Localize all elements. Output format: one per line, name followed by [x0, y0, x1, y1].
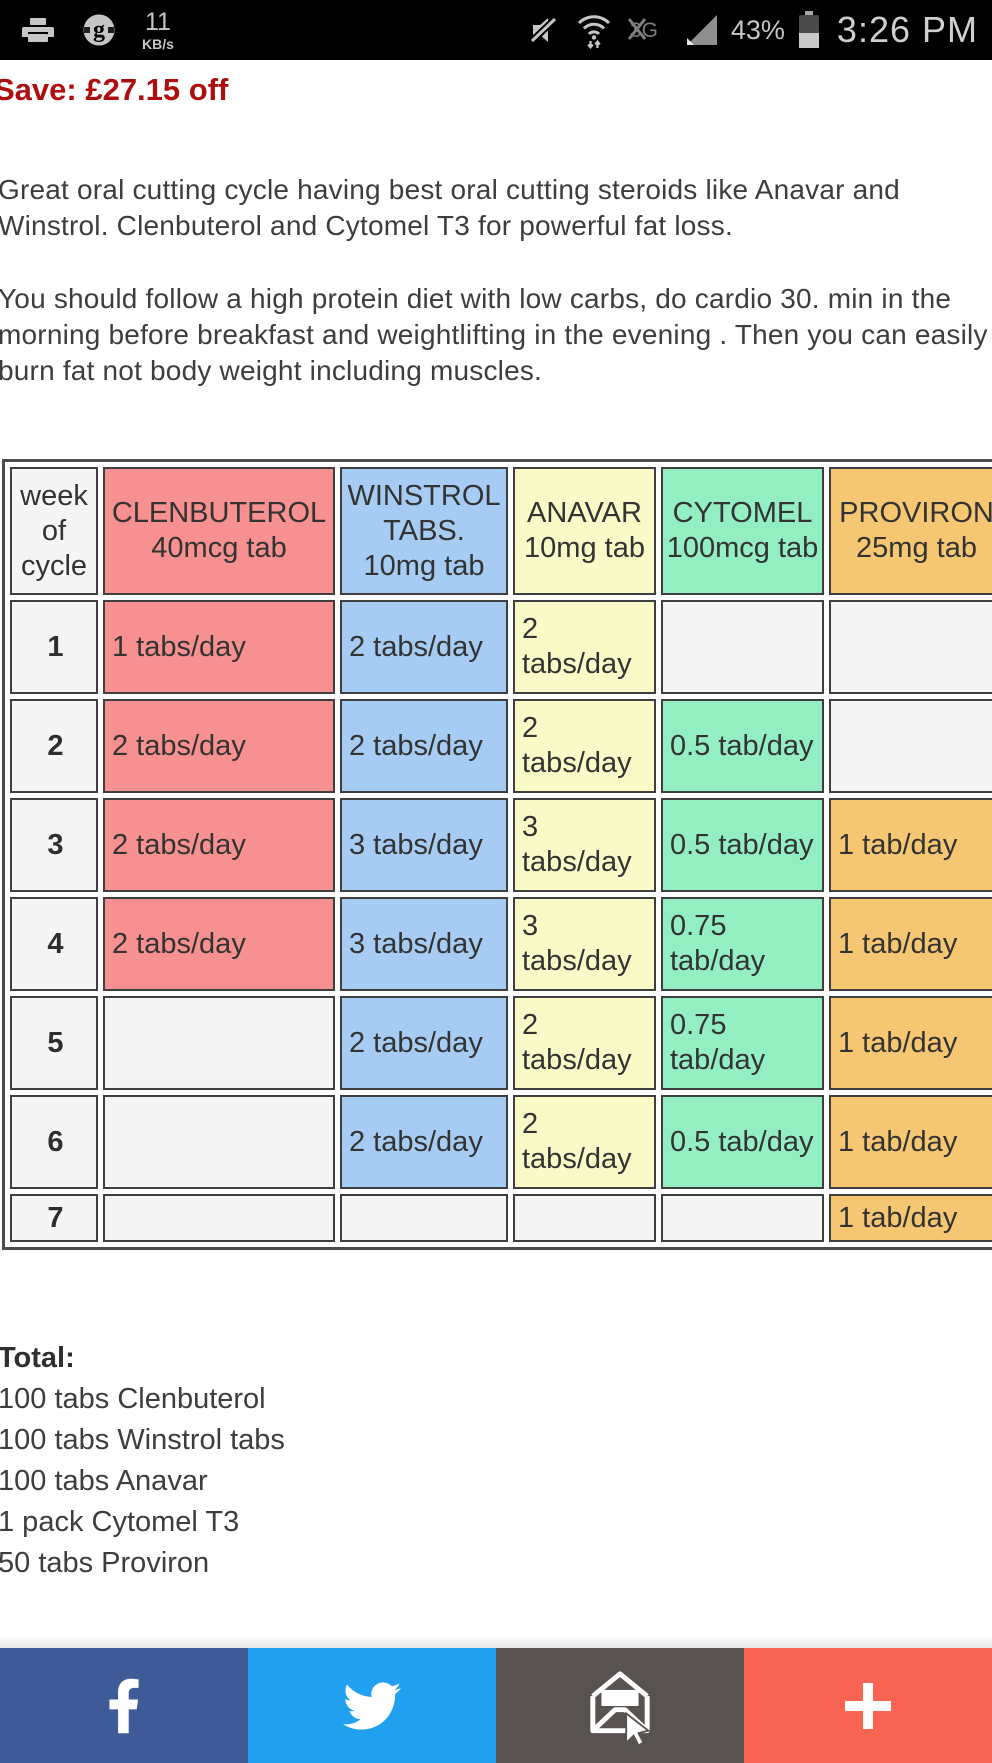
- totals-section: Total: 100 tabs Clenbuterol 100 tabs Wins…: [0, 1338, 992, 1584]
- dosage-cell: 0.5 tab/day: [661, 699, 824, 793]
- save-banner: Save: £27.15 off: [0, 72, 229, 107]
- dosage-cell: 2 tabs/day: [340, 600, 508, 694]
- dosage-cell: 1 tab/day: [829, 798, 992, 892]
- dosage-cell: [103, 1095, 335, 1189]
- dosage-cell: [661, 600, 824, 694]
- dosage-cell: 0.75 tab/day: [661, 996, 824, 1090]
- network-speed-indicator: 11 KB/s: [142, 7, 174, 52]
- facebook-icon: [109, 1678, 139, 1733]
- dosage-cell: 1 tab/day: [829, 1095, 992, 1189]
- page-content: Save: £27.15 off Great oral cutting cycl…: [0, 72, 992, 1584]
- dosage-cell: 2 tabs/day: [103, 897, 335, 991]
- dosage-cell: 1 tab/day: [829, 897, 992, 991]
- cycle-table-header-cell: CLENBUTEROL 40mcg tab: [103, 467, 335, 595]
- network-speed-value: 11: [144, 7, 171, 36]
- plus-icon: [845, 1682, 891, 1729]
- dosage-cell: 3 tabs/day: [340, 897, 508, 991]
- cycle-table-header-row: week of cycle CLENBUTEROL 40mcg tab WINSTR…: [10, 467, 992, 595]
- week-number-cell: 3: [10, 798, 98, 892]
- dosage-cell: [340, 1194, 508, 1242]
- dosage-cell: [829, 699, 992, 793]
- status-bar-right: 3G 43% 3:26 PM: [527, 9, 978, 51]
- dosage-cell: 3 tabs/day: [513, 798, 656, 892]
- volume-muted-icon: [529, 16, 558, 44]
- cellular-signal-icon: [686, 15, 717, 45]
- no-3g-icon: 3G: [627, 18, 658, 42]
- printer-icon: [22, 18, 54, 42]
- share-bar: [0, 1648, 992, 1763]
- cycle-table-header-cell: CYTOMEL 100mcg tab: [661, 467, 824, 595]
- share-more-button[interactable]: [744, 1648, 992, 1763]
- dosage-cell: 2 tabs/day: [513, 996, 656, 1090]
- dosage-cell: 0.5 tab/day: [661, 1095, 824, 1189]
- dosage-cell: [103, 996, 335, 1090]
- svg-text:g: g: [93, 17, 105, 43]
- cycle-table-row: 7 1 tab/day: [10, 1194, 992, 1242]
- dosage-cell: 0.5 tab/day: [661, 798, 824, 892]
- svg-text:3G: 3G: [630, 19, 658, 42]
- cycle-table-header-cell: PROVIRON 25mg tab: [829, 467, 992, 595]
- advice-paragraph: You should follow a high protein diet wi…: [0, 283, 988, 386]
- dosage-cell: 2 tabs/day: [340, 1095, 508, 1189]
- clock-label: 3:26 PM: [836, 9, 978, 50]
- dosage-cell: 2 tabs/day: [513, 699, 656, 793]
- cycle-table-header-cell: WINSTROL TABS. 10mg tab: [340, 467, 508, 595]
- dosage-cell: 2 tabs/day: [103, 798, 335, 892]
- week-number-cell: 4: [10, 897, 98, 991]
- totals-item: 100 tabs Clenbuterol: [0, 1383, 266, 1415]
- cycle-table-header-cell: week of cycle: [10, 467, 98, 595]
- totals-item: 50 tabs Proviron: [0, 1547, 210, 1579]
- battery-percent-label: 43%: [730, 14, 785, 45]
- email-icon: [590, 1670, 651, 1747]
- g-logo-notification-icon: g: [83, 14, 115, 46]
- dosage-cell: 2 tabs/day: [513, 1095, 656, 1189]
- cycle-table: week of cycle CLENBUTEROL 40mcg tab WINSTR…: [2, 459, 992, 1250]
- dosage-cell: 2 tabs/day: [340, 699, 508, 793]
- dosage-cell: 2 tabs/day: [513, 600, 656, 694]
- cycle-table-header-cell: ANAVAR 10mg tab: [513, 467, 656, 595]
- totals-heading: Total:: [0, 1342, 75, 1374]
- week-number-cell: 5: [10, 996, 98, 1090]
- totals-item: 1 pack Cytomel T3: [0, 1506, 240, 1538]
- dosage-cell: 3 tabs/day: [513, 897, 656, 991]
- status-bar-left: g 11 KB/s: [20, 7, 174, 52]
- dosage-cell: 3 tabs/day: [340, 798, 508, 892]
- week-number-cell: 2: [10, 699, 98, 793]
- dosage-cell: 1 tab/day: [829, 1194, 992, 1242]
- intro-paragraph: Great oral cutting cycle having best ora…: [0, 174, 900, 241]
- share-bar-top-shadow: [0, 1636, 992, 1648]
- dosage-cell: [103, 1194, 335, 1242]
- share-facebook-button[interactable]: [0, 1648, 248, 1763]
- dosage-cell: [829, 600, 992, 694]
- battery-icon: [798, 11, 819, 48]
- week-number-cell: 6: [10, 1095, 98, 1189]
- totals-list: 100 tabs Clenbuterol 100 tabs Winstrol ta…: [0, 1379, 992, 1584]
- share-email-button[interactable]: [496, 1648, 744, 1763]
- twitter-icon: [343, 1681, 401, 1730]
- dosage-cell: 2 tabs/day: [340, 996, 508, 1090]
- totals-item: 100 tabs Anavar: [0, 1465, 208, 1497]
- dosage-cell: [661, 1194, 824, 1242]
- network-speed-unit: KB/s: [142, 35, 174, 52]
- dosage-cell: 1 tab/day: [829, 996, 992, 1090]
- status-bar: g 11 KB/s 3G: [0, 0, 992, 60]
- dosage-cell: 1 tabs/day: [103, 600, 335, 694]
- dosage-cell: 2 tabs/day: [103, 699, 335, 793]
- week-number-cell: 7: [10, 1194, 98, 1242]
- totals-item: 100 tabs Winstrol tabs: [0, 1424, 285, 1456]
- dosage-cell: 0.75 tab/day: [661, 897, 824, 991]
- week-number-cell: 1: [10, 600, 98, 694]
- dosage-cell: [513, 1194, 656, 1242]
- wifi-icon: [577, 15, 610, 50]
- share-twitter-button[interactable]: [248, 1648, 496, 1763]
